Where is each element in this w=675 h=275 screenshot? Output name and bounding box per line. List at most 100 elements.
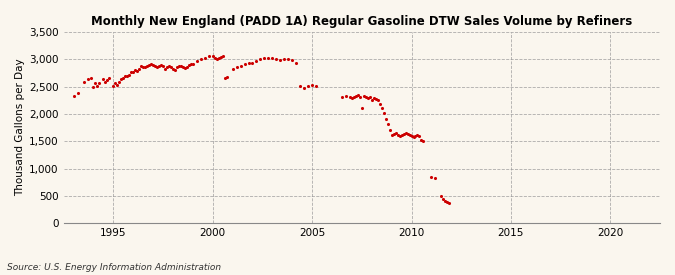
Point [94, 81, 105, 86]
Point [267, 56, 278, 60]
Point [126, 70, 136, 75]
Point [408, 135, 419, 140]
Point [378, 111, 389, 116]
Point [124, 72, 134, 77]
Point [176, 64, 186, 68]
Point [444, 201, 455, 205]
Point [255, 56, 266, 61]
Point [356, 106, 367, 110]
Point [211, 56, 222, 61]
Point [114, 79, 125, 84]
Point [171, 65, 182, 70]
Point [400, 131, 411, 135]
Point [354, 95, 365, 99]
Point [303, 84, 314, 88]
Point [120, 73, 131, 78]
Point [100, 79, 111, 84]
Point [118, 76, 129, 80]
Point [152, 65, 163, 69]
Point [221, 75, 232, 79]
Point [410, 134, 421, 139]
Point [102, 78, 113, 82]
Point [167, 66, 178, 71]
Point [161, 65, 172, 70]
Point [243, 61, 254, 65]
Point [283, 56, 294, 61]
Point [213, 56, 224, 60]
Point [92, 84, 103, 88]
Point [416, 137, 427, 142]
Point [346, 96, 357, 100]
Point [116, 77, 127, 82]
Point [337, 95, 348, 99]
Point [108, 84, 119, 88]
Point [369, 96, 379, 100]
Point [112, 83, 123, 87]
Point [196, 56, 207, 61]
Point [418, 138, 429, 143]
Point [180, 66, 190, 70]
Point [104, 76, 115, 80]
Point [159, 66, 170, 71]
Point [275, 57, 286, 62]
Point [136, 64, 146, 68]
Point [279, 56, 290, 61]
Point [398, 132, 409, 136]
Point [396, 133, 407, 138]
Point [163, 64, 174, 68]
Point [440, 199, 451, 203]
Point [215, 54, 226, 59]
Point [438, 197, 449, 201]
Point [148, 63, 159, 67]
Point [287, 57, 298, 62]
Point [178, 65, 188, 69]
Point [358, 94, 369, 98]
Point [263, 56, 274, 60]
Y-axis label: Thousand Gallons per Day: Thousand Gallons per Day [15, 59, 25, 196]
Point [192, 59, 202, 63]
Point [406, 134, 417, 139]
Point [132, 68, 142, 73]
Point [414, 134, 425, 139]
Point [165, 65, 176, 69]
Point [150, 64, 161, 68]
Point [380, 117, 391, 121]
Point [90, 81, 101, 86]
Point [350, 94, 361, 98]
Point [310, 84, 321, 88]
Point [186, 62, 196, 66]
Point [442, 200, 453, 204]
Point [362, 96, 373, 100]
Text: Source: U.S. Energy Information Administration: Source: U.S. Energy Information Administ… [7, 263, 221, 272]
Point [154, 64, 165, 68]
Point [390, 131, 401, 135]
Point [360, 95, 371, 99]
Point [299, 86, 310, 90]
Point [169, 67, 180, 72]
Point [259, 56, 270, 60]
Point [209, 56, 220, 60]
Point [235, 64, 246, 68]
Point [412, 133, 423, 138]
Point [188, 62, 198, 66]
Point [271, 56, 281, 61]
Point [386, 133, 397, 138]
Point [306, 83, 317, 87]
Point [402, 132, 413, 136]
Point [239, 62, 250, 66]
Point [142, 64, 153, 68]
Point [344, 95, 355, 99]
Point [130, 68, 140, 72]
Point [394, 134, 405, 139]
Point [173, 64, 184, 68]
Point [371, 97, 381, 101]
Point [138, 65, 148, 69]
Point [128, 70, 138, 75]
Point [140, 65, 151, 70]
Point [295, 84, 306, 88]
Point [78, 79, 89, 84]
Point [122, 74, 133, 78]
Point [373, 98, 383, 102]
Point [251, 59, 262, 64]
Point [199, 56, 210, 60]
